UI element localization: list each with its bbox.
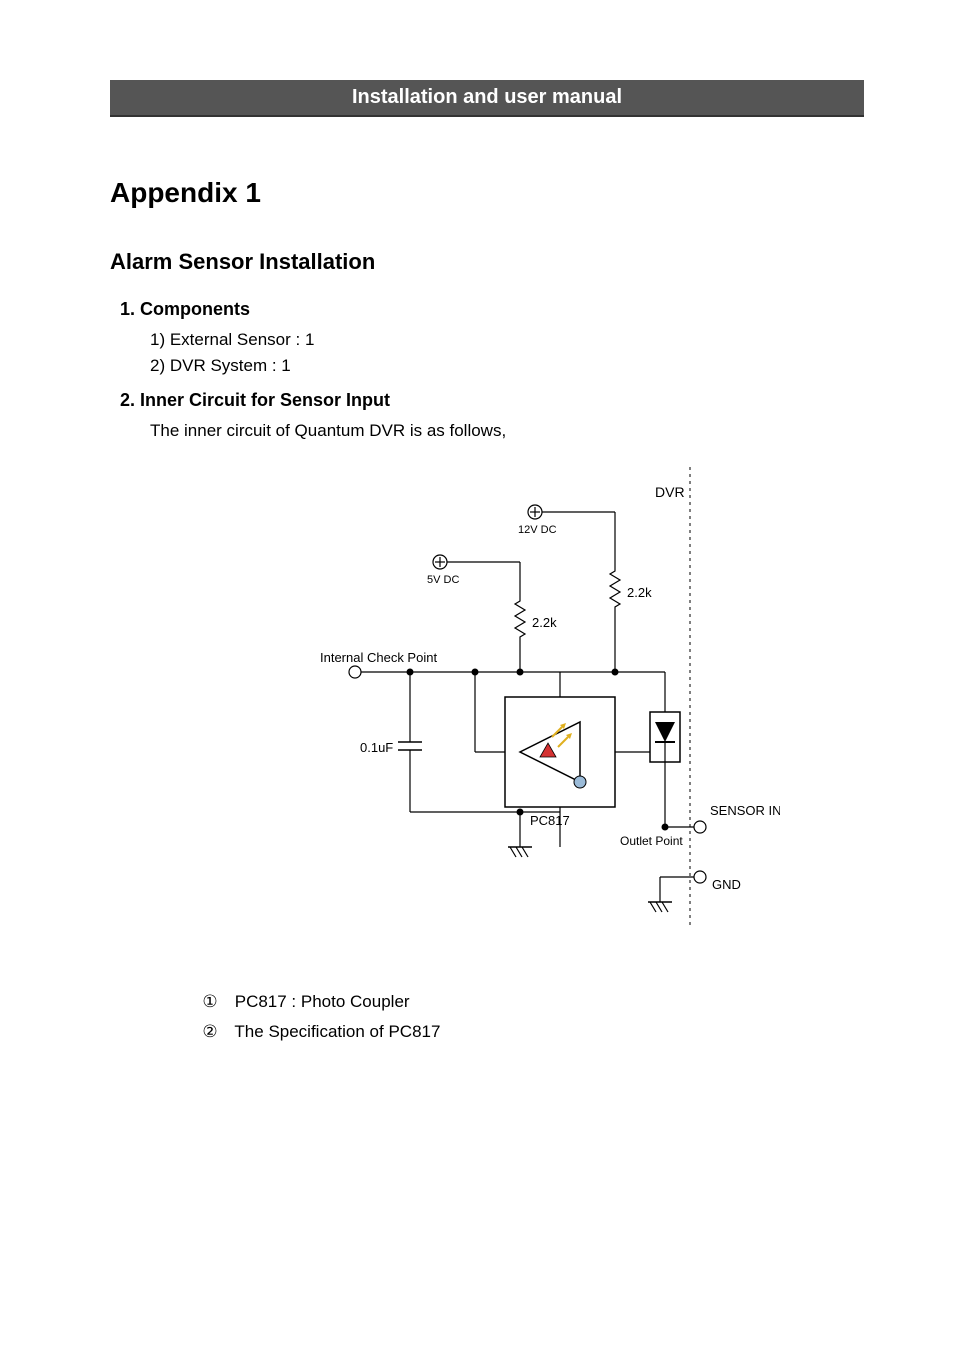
label-5v: 5V DC — [427, 574, 459, 586]
note-1-text: PC817 : Photo Coupler — [235, 992, 410, 1011]
section-title: Alarm Sensor Installation — [110, 249, 864, 275]
header-bar: Installation and user manual — [110, 80, 864, 117]
sub2-intro: The inner circuit of Quantum DVR is as f… — [150, 421, 864, 441]
note-1-num: ① — [200, 992, 220, 1012]
sub1-item-0: 1) External Sensor : 1 — [150, 330, 864, 350]
label-outlet: Outlet Point — [620, 834, 683, 848]
label-r2: 2.2k — [627, 585, 652, 600]
label-r1: 2.2k — [532, 615, 557, 630]
label-icp: Internal Check Point — [320, 650, 437, 665]
note-2-text: The Specification of PC817 — [234, 1022, 440, 1041]
sub1-heading: 1. Components — [120, 299, 864, 320]
label-dvr: DVR — [655, 484, 685, 500]
circuit-diagram: DVR 12V DC 5V DC 2.2k 2.2k — [260, 457, 864, 942]
note-1: ① PC817 : Photo Coupler — [200, 992, 864, 1012]
sub1-item-1: 2) DVR System : 1 — [150, 356, 864, 376]
note-2: ② The Specification of PC817 — [200, 1022, 864, 1042]
label-sensor-in: SENSOR IN — [710, 803, 780, 818]
label-cap: 0.1uF — [360, 740, 393, 755]
label-gnd: GND — [712, 877, 741, 892]
notes-block: ① PC817 : Photo Coupler ② The Specificat… — [200, 992, 864, 1042]
sub2-heading: 2. Inner Circuit for Sensor Input — [120, 390, 864, 411]
label-12v: 12V DC — [518, 524, 557, 536]
appendix-title: Appendix 1 — [110, 177, 864, 209]
header-title: Installation and user manual — [352, 86, 622, 108]
note-2-num: ② — [200, 1022, 220, 1042]
label-ic: PC817 — [530, 813, 570, 828]
